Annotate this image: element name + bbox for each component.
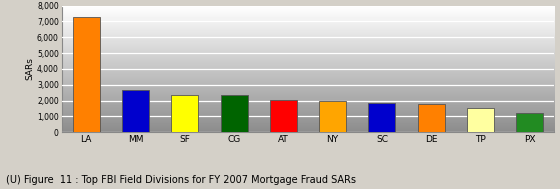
Y-axis label: SARs: SARs bbox=[25, 57, 34, 81]
Bar bbox=[171, 95, 198, 132]
Bar bbox=[122, 90, 149, 132]
Bar bbox=[418, 104, 445, 132]
Bar bbox=[221, 95, 248, 132]
Bar bbox=[516, 113, 543, 132]
Bar bbox=[270, 100, 297, 132]
Bar bbox=[467, 108, 494, 132]
Bar bbox=[368, 103, 395, 132]
Bar bbox=[319, 101, 346, 132]
Text: (U) Figure  11 : Top FBI Field Divisions for FY 2007 Mortgage Fraud SARs: (U) Figure 11 : Top FBI Field Divisions … bbox=[6, 175, 356, 185]
Bar bbox=[73, 17, 100, 132]
